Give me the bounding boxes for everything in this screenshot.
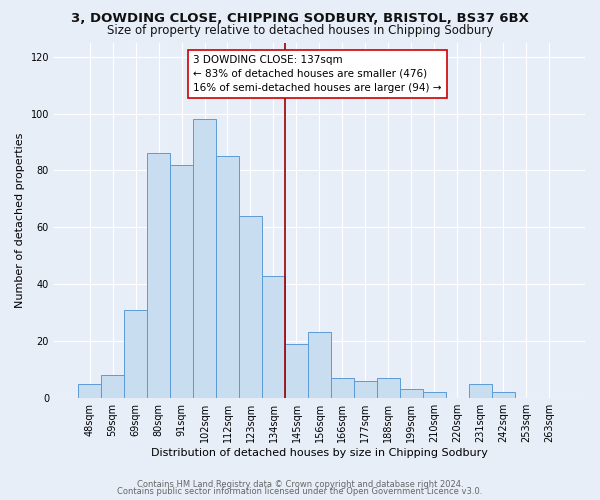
Text: Size of property relative to detached houses in Chipping Sodbury: Size of property relative to detached ho… [107,24,493,37]
Bar [170,164,193,398]
Bar [423,392,446,398]
Y-axis label: Number of detached properties: Number of detached properties [15,132,25,308]
Bar [193,119,216,398]
Bar [101,375,124,398]
Text: 3, DOWDING CLOSE, CHIPPING SODBURY, BRISTOL, BS37 6BX: 3, DOWDING CLOSE, CHIPPING SODBURY, BRIS… [71,12,529,26]
Bar [147,154,170,398]
Bar [400,389,423,398]
Bar [469,384,492,398]
Bar [285,344,308,398]
Bar [78,384,101,398]
Text: 3 DOWDING CLOSE: 137sqm
← 83% of detached houses are smaller (476)
16% of semi-d: 3 DOWDING CLOSE: 137sqm ← 83% of detache… [193,55,442,93]
Text: Contains HM Land Registry data © Crown copyright and database right 2024.: Contains HM Land Registry data © Crown c… [137,480,463,489]
Bar [492,392,515,398]
Bar [239,216,262,398]
X-axis label: Distribution of detached houses by size in Chipping Sodbury: Distribution of detached houses by size … [151,448,488,458]
Bar [216,156,239,398]
Text: Contains public sector information licensed under the Open Government Licence v3: Contains public sector information licen… [118,487,482,496]
Bar [377,378,400,398]
Bar [124,310,147,398]
Bar [354,380,377,398]
Bar [308,332,331,398]
Bar [331,378,354,398]
Bar [262,276,285,398]
